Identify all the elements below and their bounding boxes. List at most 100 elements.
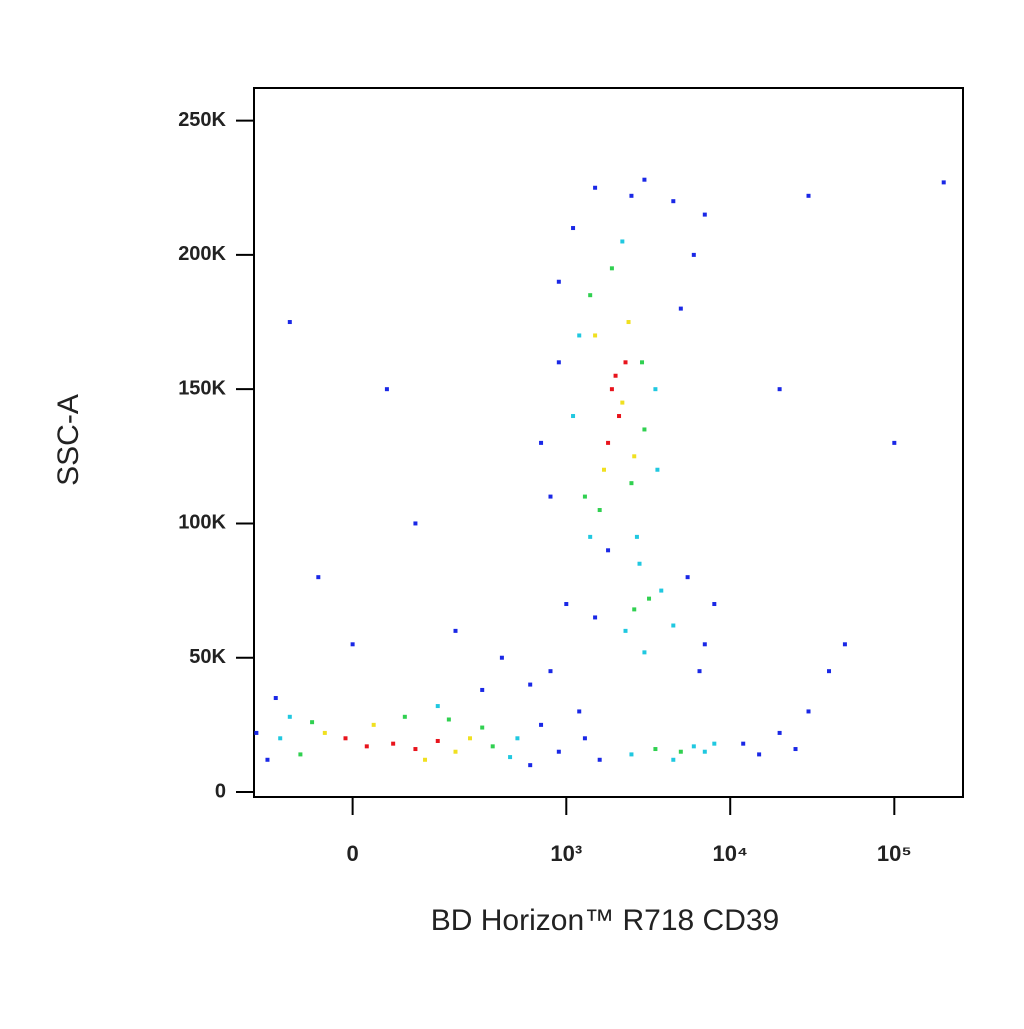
event-dot — [287, 320, 292, 325]
event-dot — [623, 628, 628, 633]
y-tick-label: 200K — [178, 243, 226, 265]
y-tick-label: 50K — [189, 646, 226, 668]
event-dot — [629, 752, 634, 757]
event-dot — [593, 615, 598, 620]
event-dot — [593, 185, 598, 190]
event-dot — [413, 521, 418, 526]
event-dot — [508, 755, 513, 760]
event-dot — [629, 193, 634, 198]
event-dot — [609, 266, 614, 271]
event-dot — [273, 696, 278, 701]
event-dot — [606, 440, 611, 445]
event-dot — [941, 180, 946, 185]
event-dot — [620, 239, 625, 244]
event-dot — [655, 467, 660, 472]
event-dot — [322, 730, 327, 735]
event-dot — [712, 741, 717, 746]
event-dot — [806, 709, 811, 714]
event-dot — [499, 655, 504, 660]
event-dot — [571, 414, 576, 419]
event-dot — [702, 749, 707, 754]
event-dot — [490, 744, 495, 749]
event-dot — [548, 669, 553, 674]
event-dot — [316, 575, 321, 580]
event-dot — [588, 293, 593, 298]
event-dot — [298, 752, 303, 757]
event-dot — [613, 373, 618, 378]
event-dot — [806, 193, 811, 198]
event-dot — [609, 387, 614, 392]
event-dot — [453, 749, 458, 754]
event-dot — [515, 736, 520, 741]
event-dot — [446, 717, 451, 722]
event-dot — [577, 709, 582, 714]
event-dot — [691, 252, 696, 257]
event-dot — [671, 199, 676, 204]
event-dot — [254, 730, 259, 735]
event-dot — [842, 642, 847, 647]
event-dot — [702, 212, 707, 217]
event-dot — [793, 747, 798, 752]
event-dot — [582, 736, 587, 741]
event-dot — [391, 741, 396, 746]
x-tick-label: 10⁴ — [713, 841, 748, 866]
event-dot — [453, 628, 458, 633]
event-dot — [413, 747, 418, 752]
event-dot — [435, 704, 440, 709]
event-dot — [697, 669, 702, 674]
event-dot — [617, 414, 622, 419]
event-dot — [623, 360, 628, 365]
event-dot — [577, 333, 582, 338]
y-tick-label: 0 — [215, 780, 226, 802]
event-dot — [539, 440, 544, 445]
event-dot — [642, 177, 647, 182]
y-tick-label: 100K — [178, 512, 226, 534]
event-dot — [564, 602, 569, 607]
event-dot — [685, 575, 690, 580]
event-dot — [364, 744, 369, 749]
event-dot — [827, 669, 832, 674]
event-dot — [556, 279, 561, 284]
event-dot — [371, 722, 376, 727]
event-dot — [606, 548, 611, 553]
event-dot — [528, 682, 533, 687]
event-dot — [653, 747, 658, 752]
event-dot — [593, 333, 598, 338]
x-tick-label: 10³ — [550, 841, 582, 866]
event-dot — [659, 588, 664, 593]
event-dot — [556, 360, 561, 365]
x-tick-label: 10⁵ — [877, 841, 912, 866]
event-dot — [310, 720, 315, 725]
event-dot — [634, 534, 639, 539]
event-dot — [480, 725, 485, 730]
event-dot — [647, 596, 652, 601]
event-dot — [629, 481, 634, 486]
event-dot — [632, 607, 637, 612]
y-axis-label: SSC-A — [52, 394, 85, 486]
event-dot — [712, 602, 717, 607]
event-dot — [620, 400, 625, 405]
x-axis-label: BD Horizon™ R718 CD39 — [431, 904, 779, 937]
event-dot — [678, 306, 683, 311]
event-dot — [632, 454, 637, 459]
event-dot — [384, 387, 389, 392]
x-tick-label: 0 — [346, 841, 358, 866]
event-dot — [402, 714, 407, 719]
event-dot — [597, 757, 602, 762]
event-dot — [480, 687, 485, 692]
event-dot — [265, 757, 270, 762]
event-dot — [642, 650, 647, 655]
event-dot — [287, 714, 292, 719]
event-dot — [757, 752, 762, 757]
event-dot — [678, 749, 683, 754]
event-dot — [637, 561, 642, 566]
event-dot — [539, 722, 544, 727]
event-dot — [278, 736, 283, 741]
event-dot — [691, 744, 696, 749]
event-dot — [528, 763, 533, 768]
event-dot — [582, 494, 587, 499]
event-dot — [423, 757, 428, 762]
event-dot — [777, 387, 782, 392]
event-dot — [350, 642, 355, 647]
